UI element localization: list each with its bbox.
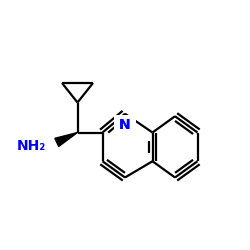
Text: NH₂: NH₂: [17, 139, 46, 153]
Text: N: N: [119, 118, 131, 132]
Text: N: N: [119, 118, 131, 132]
Polygon shape: [55, 132, 78, 146]
FancyBboxPatch shape: [114, 115, 136, 130]
